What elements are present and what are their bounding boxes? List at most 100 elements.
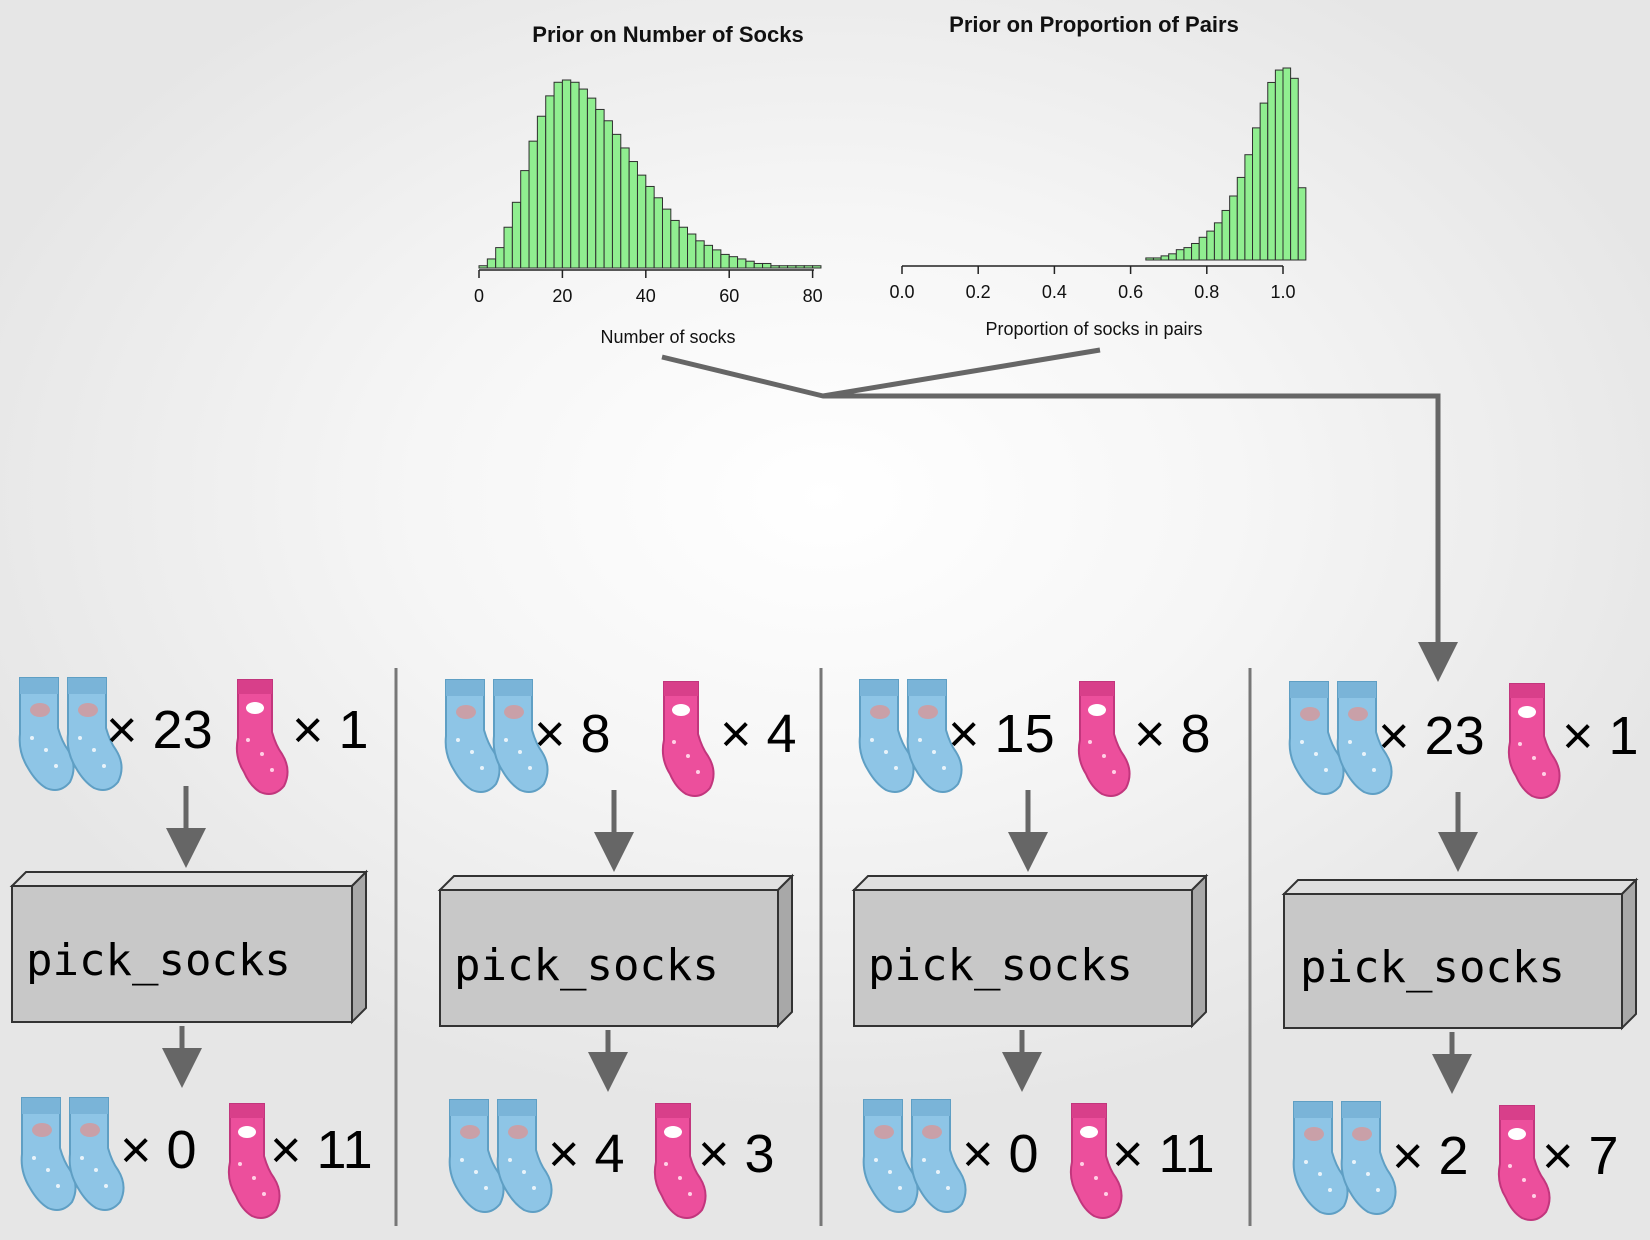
- pick-socks-box: pick_socks: [9, 869, 369, 1025]
- histogram-bar: [1252, 127, 1261, 261]
- simulation-column-4: × 23 × 1 pick_socks × 2 × 7: [1281, 681, 1639, 1221]
- pick-socks-label: pick_socks: [868, 940, 1133, 991]
- histogram-bar: [1160, 255, 1170, 261]
- blue-sock-icon: [1288, 681, 1393, 795]
- x-axis-ticks: 0 20 40 60 80: [474, 270, 823, 306]
- bottom-sock-counts: × 0 × 11: [20, 1097, 373, 1219]
- histogram-bar: [687, 233, 697, 269]
- histogram-bar: [578, 88, 588, 269]
- x-tick-label: 20: [552, 286, 572, 306]
- pick-socks-label: pick_socks: [1300, 942, 1565, 993]
- histogram-bars: [478, 79, 822, 269]
- pink-sock-count: × 1: [292, 700, 369, 760]
- pink-sock-count: × 11: [1112, 1124, 1215, 1184]
- proportion-of-pairs-histogram: Prior on Proportion of Pairs 0.0 0.2 0.4 0.…: [889, 12, 1307, 339]
- pick-socks-label: pick_socks: [454, 940, 719, 991]
- blue-sock-count: × 8: [534, 704, 611, 764]
- top-sock-counts: × 23 × 1: [1288, 681, 1639, 799]
- x-tick-label: 0.6: [1118, 282, 1143, 302]
- column-separators: [394, 668, 1252, 1226]
- histogram-bar: [770, 265, 780, 269]
- histogram-bar: [586, 97, 597, 269]
- pink-sock-count: × 7: [1542, 1126, 1619, 1186]
- histogram-bar: [628, 161, 638, 269]
- histogram-bar: [1198, 236, 1208, 261]
- x-axis-label: Proportion of socks in pairs: [985, 319, 1202, 339]
- histogram-bar: [536, 115, 547, 269]
- bottom-sock-counts: × 4 × 3: [448, 1099, 775, 1219]
- x-tick-label: 40: [636, 286, 656, 306]
- histogram-bar: [570, 81, 580, 269]
- histogram-bar: [803, 265, 814, 269]
- pick-socks-box: pick_socks: [851, 873, 1209, 1029]
- number-of-socks-histogram: Prior on Number of Socks 0 20 40 60 80 Numbe…: [474, 22, 823, 347]
- histogram-bar: [1221, 209, 1231, 261]
- histogram-bar: [661, 208, 672, 269]
- x-tick-label: 0.8: [1194, 282, 1219, 302]
- histogram-bar: [712, 249, 722, 269]
- histogram-bar: [1236, 176, 1246, 261]
- histogram-bar: [778, 265, 789, 269]
- histogram-bar: [611, 133, 622, 269]
- histogram-bar: [1183, 247, 1193, 261]
- blue-sock-icon: [20, 1097, 125, 1211]
- histogram-bar: [1229, 195, 1238, 261]
- histogram-bar: [545, 95, 555, 269]
- pink-sock-count: × 3: [698, 1124, 775, 1184]
- blue-sock-count: × 0: [120, 1120, 197, 1180]
- histogram-bar: [528, 140, 538, 269]
- histogram-bar: [520, 170, 530, 269]
- x-tick-label: 0.2: [966, 282, 991, 302]
- top-sock-counts: × 23 × 1: [18, 677, 369, 795]
- histogram-bar: [1274, 69, 1284, 261]
- bottom-sock-counts: × 2 × 7: [1292, 1101, 1619, 1221]
- pink-sock-count: × 11: [270, 1120, 373, 1180]
- bottom-sock-counts: × 0 × 11: [862, 1099, 1215, 1219]
- histogram-bar: [486, 258, 497, 269]
- pink-sock-count: × 1: [1562, 706, 1639, 766]
- histogram-bar: [653, 197, 663, 269]
- simulation-column-1: × 23 × 1 pick_socks × 0 × 11: [9, 677, 373, 1219]
- histogram-bar: [1297, 187, 1307, 261]
- histogram-bar: [645, 185, 655, 269]
- histogram-bar: [728, 256, 739, 269]
- histogram-bar: [603, 120, 613, 269]
- histogram-bar: [1175, 249, 1185, 261]
- prior-to-sample-arrow: [823, 393, 1458, 682]
- blue-sock-icon: [444, 679, 549, 793]
- blue-sock-count: × 23: [1378, 706, 1485, 766]
- blue-sock-icon: [858, 679, 963, 793]
- histogram-bar: [1168, 253, 1177, 261]
- histogram-bar: [670, 219, 680, 269]
- prior-connector: [661, 347, 1458, 682]
- histogram-bar: [753, 262, 764, 269]
- chart-title: Prior on Number of Socks: [532, 22, 803, 47]
- x-tick-label: 0: [474, 286, 484, 306]
- simulation-column-3: × 15 × 8 pick_socks × 0 × 11: [851, 679, 1215, 1219]
- pink-sock-icon: [1507, 683, 1561, 799]
- histogram-bar: [511, 201, 522, 269]
- blue-sock-count: × 23: [106, 700, 213, 760]
- histogram-bar: [1290, 77, 1299, 261]
- histogram-bar: [787, 265, 797, 269]
- histogram-bar: [795, 265, 805, 269]
- pick-socks-label: pick_socks: [26, 935, 291, 986]
- histogram-bar: [1152, 257, 1162, 261]
- top-sock-counts: × 15 × 8: [858, 679, 1211, 797]
- histogram-bar: [678, 226, 689, 269]
- histogram-bar: [695, 240, 705, 269]
- pink-sock-icon: [661, 681, 715, 797]
- pink-sock-icon: [235, 679, 289, 795]
- histogram-bar: [812, 265, 822, 269]
- histogram-bar: [745, 260, 755, 269]
- histogram-bar: [1213, 222, 1223, 261]
- pink-sock-count: × 4: [720, 704, 797, 764]
- simulation-column-2: × 8 × 4 pick_socks × 4 × 3: [437, 679, 797, 1219]
- histogram-bar: [1244, 154, 1254, 261]
- histogram-bar: [703, 244, 714, 269]
- histogram-bar: [720, 253, 730, 269]
- blue-sock-count: × 2: [1392, 1126, 1469, 1186]
- blue-sock-count: × 0: [962, 1124, 1039, 1184]
- histogram-bar: [1191, 242, 1200, 261]
